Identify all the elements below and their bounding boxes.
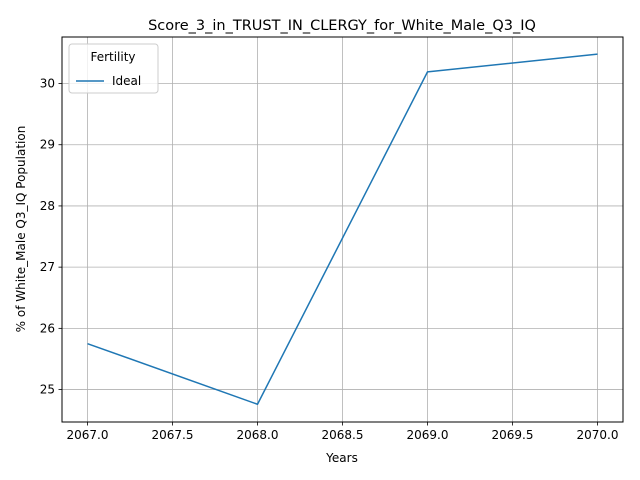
y-tick-label: 30 bbox=[40, 77, 55, 91]
y-tick-label: 26 bbox=[40, 321, 55, 335]
y-tick-label: 25 bbox=[40, 383, 55, 397]
legend-title: Fertility bbox=[90, 50, 135, 64]
grid-lines bbox=[62, 37, 623, 422]
chart-title: Score_3_in_TRUST_IN_CLERGY_for_White_Mal… bbox=[148, 18, 536, 34]
y-tick-label: 29 bbox=[40, 138, 55, 152]
x-tick-label: 2067.5 bbox=[152, 428, 194, 442]
y-axis-ticks: 25 26 27 28 29 30 bbox=[40, 77, 62, 397]
y-tick-label: 28 bbox=[40, 199, 55, 213]
x-axis-label: Years bbox=[325, 451, 358, 465]
series-lines bbox=[87, 53, 598, 405]
x-tick-label: 2067.0 bbox=[67, 428, 109, 442]
y-tick-label: 27 bbox=[40, 260, 55, 274]
x-tick-label: 2068.0 bbox=[237, 428, 279, 442]
series-line-ideal bbox=[87, 53, 598, 405]
x-tick-label: 2069.0 bbox=[407, 428, 449, 442]
y-axis-label: % of White_Male Q3_IQ Population bbox=[14, 126, 28, 333]
x-tick-label: 2070.0 bbox=[577, 428, 619, 442]
x-axis-ticks: 2067.0 2067.5 2068.0 2068.5 2069.0 2069.5 2070… bbox=[67, 422, 619, 442]
x-tick-label: 2069.5 bbox=[492, 428, 534, 442]
x-tick-label: 2068.5 bbox=[322, 428, 364, 442]
legend: Fertility Ideal bbox=[68, 43, 159, 94]
legend-entry-ideal: Ideal bbox=[112, 74, 141, 88]
plot-frame bbox=[61, 36, 624, 423]
